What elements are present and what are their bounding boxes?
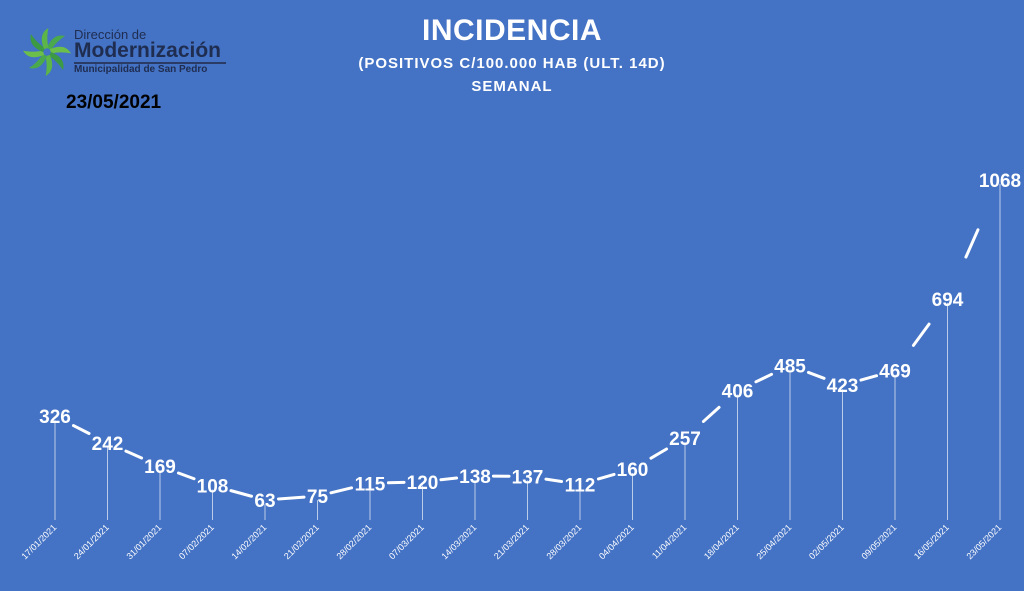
x-tick-label-17: 16/05/2021 <box>912 522 951 561</box>
x-tick-label-12: 11/04/2021 <box>650 522 688 560</box>
data-label-10: 112 <box>565 475 596 496</box>
x-tick-label-0: 17/01/2021 <box>19 522 58 561</box>
chart-period: SEMANAL <box>471 78 553 95</box>
x-tick-label-4: 14/02/2021 <box>229 522 268 561</box>
logo-line-2: Modernización <box>74 39 222 62</box>
x-tick-label-1: 24/01/2021 <box>72 522 111 561</box>
logo-line-1: Dirección de <box>74 27 147 42</box>
data-label-16: 469 <box>879 362 911 383</box>
x-tick-label-18: 23/05/2021 <box>964 522 1003 561</box>
series-line-segment-9 <box>544 477 564 484</box>
data-label-0: 326 <box>39 407 71 428</box>
data-label-15: 423 <box>827 376 859 397</box>
x-tick-label-9: 21/03/2021 <box>492 522 531 561</box>
x-tick-label-14: 25/04/2021 <box>754 522 793 561</box>
series-line-segment-17 <box>964 228 980 259</box>
series-line-segment-15 <box>859 374 879 382</box>
x-tick-label-5: 21/02/2021 <box>282 522 321 561</box>
x-tick-label-11: 04/04/2021 <box>597 522 636 561</box>
series-line-segment-13 <box>754 372 774 384</box>
x-tick-label-8: 14/03/2021 <box>439 522 478 561</box>
data-label-12: 257 <box>669 429 701 450</box>
logo-line-3: Municipalidad de San Pedro <box>74 64 208 75</box>
series-line-segment-14 <box>806 370 826 380</box>
data-label-2: 169 <box>144 457 176 478</box>
series-line-segment-11 <box>649 447 669 460</box>
chart-subtitle: (POSITIVOS C/100.000 HAB (ULT. 14D) <box>358 55 666 72</box>
series-line-segment-5 <box>329 486 354 495</box>
data-label-6: 115 <box>355 474 386 495</box>
data-label-18: 1068 <box>979 171 1021 192</box>
chart-title: INCIDENCIA <box>421 14 602 47</box>
green-swirl-logo-icon <box>22 27 72 77</box>
series-line-segment-16 <box>911 322 931 347</box>
x-tick-label-16: 09/05/2021 <box>859 522 898 561</box>
series-line-segment-3 <box>229 489 253 498</box>
series-line-segment-2 <box>176 471 196 481</box>
logo: Dirección de Modernización Municipalidad… <box>22 26 227 82</box>
x-tick-label-3: 07/02/2021 <box>177 522 216 561</box>
data-label-5: 75 <box>307 487 329 508</box>
data-label-4: 63 <box>254 491 275 512</box>
data-label-1: 242 <box>92 434 124 455</box>
series-line-segment-7 <box>439 476 459 482</box>
x-tick-label-10: 28/03/2021 <box>544 522 583 561</box>
series-line-segment-12 <box>701 405 721 423</box>
data-label-13: 406 <box>722 382 754 403</box>
data-label-8: 138 <box>459 467 491 488</box>
x-tick-label-13: 18/04/2021 <box>702 522 741 561</box>
x-tick-label-7: 07/03/2021 <box>387 522 426 561</box>
series-line-segment-0 <box>71 424 91 435</box>
x-tick-label-15: 02/05/2021 <box>807 522 846 561</box>
logo-divider <box>74 62 226 64</box>
data-label-7: 120 <box>407 473 439 494</box>
data-label-14: 485 <box>774 356 806 377</box>
series-line-segment-4 <box>277 495 306 501</box>
x-tick-label-6: 28/02/2021 <box>334 522 373 561</box>
x-tick-label-2: 31/01/2021 <box>124 522 163 561</box>
data-label-17: 694 <box>932 290 964 311</box>
data-label-9: 137 <box>512 467 544 488</box>
series-line-segment-1 <box>124 449 144 460</box>
report-date: 23/05/2021 <box>66 92 162 113</box>
series-line-segment-10 <box>596 472 616 481</box>
data-label-3: 108 <box>197 477 229 498</box>
data-label-11: 160 <box>617 460 649 481</box>
